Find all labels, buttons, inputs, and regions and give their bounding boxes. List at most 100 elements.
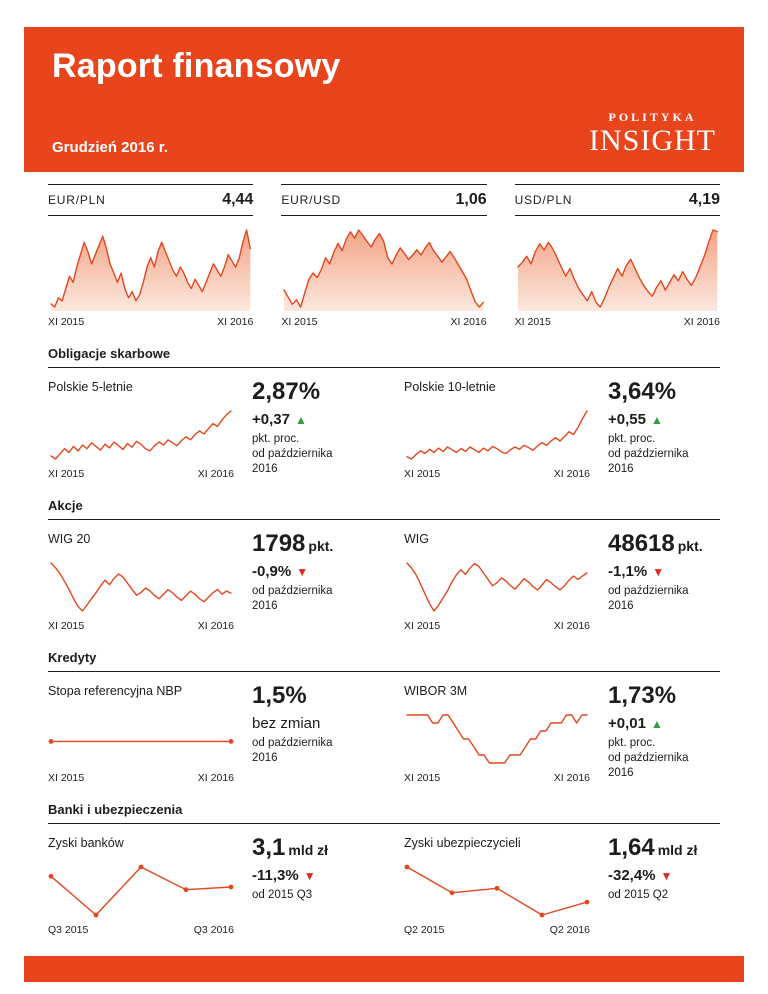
metric-note: pkt. proc. od października 2016 (608, 736, 720, 782)
metric-label: WIG (404, 532, 429, 546)
metric-change: +0,55 ▲ (608, 411, 720, 428)
metric-label: Zyski banków (48, 836, 124, 850)
metric-value: 1,73% (608, 682, 677, 709)
axis-end-label: XI 2016 (197, 468, 234, 480)
nbp-rate-chart (48, 711, 234, 767)
report-content: EUR/PLN 4,44 XI 2015 XI 2016 EUR/USD 1,0… (24, 172, 744, 936)
axis-end-label: Q2 2016 (549, 924, 590, 936)
wig20-chart (48, 559, 234, 615)
metric-value: 3,64% (608, 378, 677, 405)
currency-pair-label: EUR/PLN (48, 193, 106, 207)
note-line: 2016 (252, 600, 278, 613)
note-line: 2016 (608, 767, 634, 780)
axis-start-label: XI 2015 (48, 620, 85, 632)
change-text: +0,37 (252, 411, 290, 428)
axis-labels: XI 2015 XI 2016 (404, 772, 590, 784)
axis-end-label: XI 2016 (553, 620, 590, 632)
metric-note: pkt. proc. od października 2016 (608, 432, 720, 478)
currency-pair-label: USD/PLN (514, 193, 573, 207)
metric-note: od 2015 Q2 (608, 888, 720, 903)
metric-value-row: 1,64 mld zł (608, 836, 720, 860)
metric-value-suffix: pkt. (308, 538, 334, 554)
metric-value-suffix: mld zł (288, 842, 329, 858)
axis-end-label: XI 2016 (217, 316, 254, 328)
metric-label: Stopa referencyjna NBP (48, 684, 183, 698)
currency-value: 4,44 (222, 191, 254, 208)
axis-labels: XI 2015 XI 2016 (48, 316, 253, 328)
report-header: Raport finansowy Grudzień 2016 r. POLITY… (24, 27, 744, 172)
axis-labels: XI 2015 XI 2016 (48, 468, 234, 480)
metric-value: 48618 (608, 530, 675, 557)
report-date: Grudzień 2016 r. (52, 139, 168, 156)
currency-value: 1,06 (455, 191, 487, 208)
section-divider (48, 367, 720, 368)
change-text: +0,55 (608, 411, 646, 428)
change-text: -0,9% (252, 563, 292, 580)
eur-pln-chart (48, 226, 253, 311)
logo-insight-text: INSIGHT (589, 124, 716, 157)
metric-wig: WIG XI 2015 XI 2016 48618 pkt. -1,1% (404, 532, 720, 633)
section-obligacje-skarbowe: Obligacje skarbowe Polskie 5-letnie XI 2… (48, 346, 720, 480)
metric-value-row: 48618 pkt. (608, 532, 720, 556)
metric-note: od października 2016 (252, 584, 364, 614)
wig-chart (404, 559, 590, 615)
metric-value-row: 1,5% (252, 684, 364, 708)
axis-start-label: XI 2015 (48, 772, 85, 784)
metric-value-row: 3,64% (608, 380, 720, 404)
polityka-insight-logo: POLITYKA INSIGHT (589, 110, 716, 156)
note-line: 2016 (252, 463, 278, 476)
note-line: od października (608, 448, 689, 461)
bond-5y-chart (48, 407, 234, 463)
currency-row: EUR/PLN 4,44 XI 2015 XI 2016 EUR/USD 1,0… (48, 184, 720, 328)
axis-labels: Q2 2015 Q2 2016 (404, 924, 590, 936)
wibor-chart (404, 711, 590, 767)
metric-value: 1,5% (252, 682, 307, 709)
arrow-up-icon: ▲ (650, 716, 663, 731)
metric-wig20: WIG 20 XI 2015 XI 2016 1798 pkt. -0,9% (48, 532, 364, 633)
metric-value-suffix: pkt. (677, 538, 703, 554)
section-akcje: Akcje WIG 20 XI 2015 XI 2016 1798 pkt. (48, 498, 720, 632)
bond-10y-chart (404, 407, 590, 463)
metric-value-row: 1798 pkt. (252, 532, 364, 556)
note-line: od października (608, 585, 689, 597)
axis-end-label: XI 2016 (450, 316, 487, 328)
note-line: pkt. proc. (608, 433, 656, 445)
metric-label: Polskie 5-letnie (48, 380, 133, 394)
metric-value: 3,1 (252, 834, 286, 861)
axis-start-label: Q3 2015 (48, 924, 89, 936)
axis-start-label: XI 2015 (48, 468, 85, 480)
axis-start-label: XI 2015 (514, 316, 551, 328)
bank-profits-chart (48, 863, 234, 919)
metric-label: Polskie 10-letnie (404, 380, 496, 394)
note-line: od października (252, 737, 333, 749)
insurer-profits-chart (404, 863, 590, 919)
metric-stopa-referencyjna-nbp: Stopa referencyjna NBP XI 2015 XI 2016 1… (48, 684, 364, 785)
metric-value: 1798 (252, 530, 306, 557)
metric-note: od października 2016 (252, 736, 364, 766)
arrow-down-icon: ▼ (303, 868, 316, 883)
currency-block-eur-usd: EUR/USD 1,06 XI 2015 XI 2016 (281, 184, 487, 328)
metric-zyski-bankow: Zyski banków Q3 2015 Q3 2016 3,1 mld zł -… (48, 834, 364, 937)
change-text: bez zmian (252, 715, 321, 732)
arrow-down-icon: ▼ (660, 868, 673, 883)
note-line: od 2015 Q3 (252, 889, 313, 901)
metric-change: +0,01 ▲ (608, 715, 720, 732)
axis-end-label: XI 2016 (683, 316, 720, 328)
metric-change: -11,3% ▼ (252, 867, 364, 884)
metric-label: Zyski ubezpieczycieli (404, 836, 521, 850)
logo-polityka-text: POLITYKA (608, 110, 697, 124)
axis-labels: Q3 2015 Q3 2016 (48, 924, 234, 936)
section-divider (48, 671, 720, 672)
metric-change: +0,37 ▲ (252, 411, 364, 428)
note-line: 2016 (252, 752, 278, 765)
change-text: +0,01 (608, 715, 646, 732)
metric-polskie-10-letnie: Polskie 10-letnie XI 2015 XI 2016 3,64% … (404, 380, 720, 481)
currency-header: EUR/PLN 4,44 (48, 184, 254, 216)
axis-start-label: XI 2015 (404, 620, 441, 632)
axis-labels: XI 2015 XI 2016 (48, 772, 234, 784)
axis-labels: XI 2015 XI 2016 (48, 620, 234, 632)
change-text: -32,4% (608, 867, 656, 884)
arrow-up-icon: ▲ (294, 412, 307, 427)
metric-polskie-5-letnie: Polskie 5-letnie XI 2015 XI 2016 2,87% +… (48, 380, 364, 481)
axis-start-label: XI 2015 (404, 468, 441, 480)
